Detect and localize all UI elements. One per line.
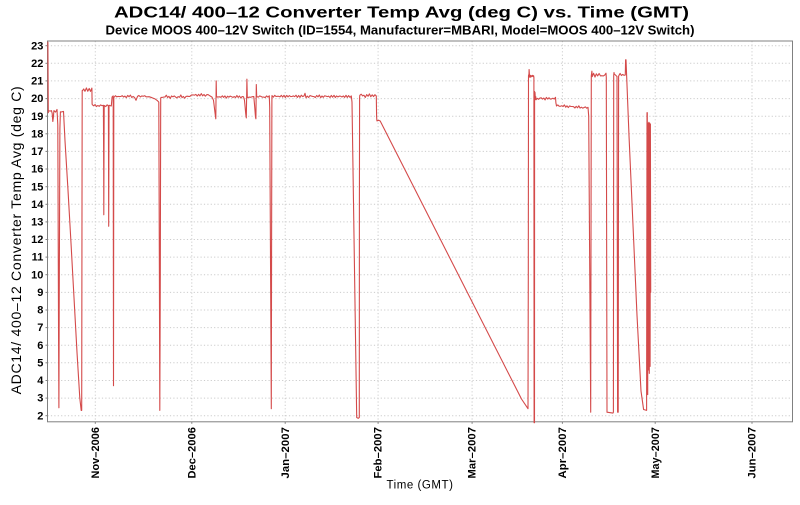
svg-text:14: 14 [31, 199, 44, 211]
svg-text:6: 6 [37, 340, 43, 352]
svg-text:22: 22 [31, 58, 43, 70]
svg-text:ADC14/ 400–12 Converter Temp A: ADC14/ 400–12 Converter Temp Avg (deg C) [8, 86, 24, 395]
svg-text:Dec–2006: Dec–2006 [186, 427, 198, 479]
svg-text:15: 15 [31, 181, 43, 193]
svg-text:19: 19 [31, 111, 43, 123]
svg-text:Device MOOS 400–12V Switch (ID: Device MOOS 400–12V Switch (ID=1554, Man… [106, 22, 695, 37]
svg-text:Time (GMT): Time (GMT) [386, 480, 453, 492]
svg-text:8: 8 [37, 305, 43, 317]
svg-text:20: 20 [31, 93, 43, 105]
svg-text:9: 9 [37, 287, 43, 299]
svg-text:10: 10 [31, 269, 43, 281]
svg-text:ADC14/ 400–12 Converter Temp A: ADC14/ 400–12 Converter Temp Avg (deg C)… [114, 5, 689, 22]
svg-text:2: 2 [37, 410, 43, 422]
svg-text:Feb–2007: Feb–2007 [373, 427, 385, 479]
svg-text:5: 5 [37, 357, 43, 369]
svg-text:12: 12 [31, 234, 43, 246]
svg-text:13: 13 [31, 217, 43, 229]
svg-text:23: 23 [31, 40, 43, 52]
svg-text:Jan–2007: Jan–2007 [280, 427, 292, 479]
svg-text:Nov–2006: Nov–2006 [90, 427, 102, 479]
svg-text:Mar–2007: Mar–2007 [467, 427, 479, 479]
svg-text:16: 16 [31, 164, 43, 176]
svg-text:18: 18 [31, 128, 43, 140]
svg-text:May–2007: May–2007 [650, 427, 662, 479]
svg-text:4: 4 [37, 375, 44, 387]
svg-text:7: 7 [37, 322, 43, 334]
svg-text:Apr–2007: Apr–2007 [557, 427, 569, 479]
svg-text:21: 21 [31, 76, 43, 88]
svg-text:3: 3 [37, 393, 43, 405]
svg-text:11: 11 [32, 252, 44, 264]
svg-text:17: 17 [31, 146, 43, 158]
svg-text:Jun–2007: Jun–2007 [747, 427, 759, 479]
